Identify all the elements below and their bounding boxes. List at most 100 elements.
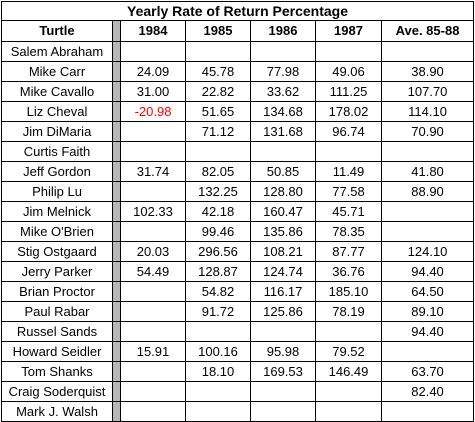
- turtle-name-cell[interactable]: Mike Carr: [1, 61, 113, 82]
- year-1985-cell[interactable]: 71.12: [185, 121, 251, 142]
- year-1985-cell[interactable]: 54.82: [185, 281, 251, 302]
- year-1985-cell[interactable]: [185, 401, 251, 422]
- year-1987-cell[interactable]: 36.76: [315, 261, 382, 282]
- year-1985-cell[interactable]: 296.56: [185, 241, 251, 262]
- year-1985-cell[interactable]: 51.65: [185, 101, 251, 122]
- turtle-name-cell[interactable]: Jim Melnick: [1, 201, 113, 222]
- year-1987-cell[interactable]: 49.06: [315, 61, 382, 82]
- turtle-name-cell[interactable]: Tom Shanks: [1, 361, 113, 382]
- year-1985-cell[interactable]: 45.78: [185, 61, 251, 82]
- year-1985-cell[interactable]: [185, 381, 251, 402]
- year-1987-cell[interactable]: [315, 41, 382, 62]
- year-1984-cell[interactable]: [120, 321, 186, 342]
- year-1987-cell[interactable]: 78.19: [315, 301, 382, 322]
- year-1984-cell[interactable]: [120, 41, 186, 62]
- year-1987-cell[interactable]: 178.02: [315, 101, 382, 122]
- year-1986-cell[interactable]: 124.74: [250, 261, 316, 282]
- year-1987-cell[interactable]: 87.77: [315, 241, 382, 262]
- turtle-name-cell[interactable]: Russel Sands: [1, 321, 113, 342]
- turtle-name-cell[interactable]: Howard Seidler: [1, 341, 113, 362]
- turtle-name-cell[interactable]: Craig Soderquist: [1, 381, 113, 402]
- average-cell[interactable]: [380, 401, 475, 422]
- year-1984-cell[interactable]: 20.03: [120, 241, 186, 262]
- average-cell[interactable]: 70.90: [380, 121, 475, 142]
- year-1987-cell[interactable]: 111.25: [315, 81, 382, 102]
- year-1986-cell[interactable]: [250, 381, 316, 402]
- average-cell[interactable]: 107.70: [380, 81, 475, 102]
- year-1986-cell[interactable]: 134.68: [250, 101, 316, 122]
- year-1987-cell[interactable]: [315, 401, 382, 422]
- year-1987-cell[interactable]: 79.52: [315, 341, 382, 362]
- turtle-name-cell[interactable]: Philip Lu: [1, 181, 113, 202]
- year-1986-cell[interactable]: 33.62: [250, 81, 316, 102]
- average-cell[interactable]: 41.80: [380, 161, 475, 182]
- year-1986-cell[interactable]: [250, 41, 316, 62]
- year-1984-cell[interactable]: 31.74: [120, 161, 186, 182]
- year-1985-cell[interactable]: 99.46: [185, 221, 251, 242]
- year-1987-cell[interactable]: 78.35: [315, 221, 382, 242]
- year-1984-cell[interactable]: [120, 281, 186, 302]
- turtle-name-cell[interactable]: Mike Cavallo: [1, 81, 113, 102]
- year-1984-cell[interactable]: 15.91: [120, 341, 186, 362]
- year-1987-cell[interactable]: 45.71: [315, 201, 382, 222]
- average-cell[interactable]: [380, 221, 475, 242]
- average-cell[interactable]: 63.70: [380, 361, 475, 382]
- average-cell[interactable]: 94.40: [380, 261, 475, 282]
- year-1986-cell[interactable]: 77.98: [250, 61, 316, 82]
- turtle-name-cell[interactable]: Stig Ostgaard: [1, 241, 113, 262]
- turtle-name-cell[interactable]: Salem Abraham: [1, 41, 113, 62]
- year-1984-cell[interactable]: 54.49: [120, 261, 186, 282]
- average-cell[interactable]: 124.10: [380, 241, 475, 262]
- year-1985-cell[interactable]: 91.72: [185, 301, 251, 322]
- year-1986-cell[interactable]: 128.80: [250, 181, 316, 202]
- year-1987-cell[interactable]: 146.49: [315, 361, 382, 382]
- year-1984-cell[interactable]: 102.33: [120, 201, 186, 222]
- year-1986-cell[interactable]: [250, 401, 316, 422]
- year-1984-cell[interactable]: [120, 121, 186, 142]
- year-1984-cell[interactable]: -20.98: [120, 101, 186, 122]
- turtle-name-cell[interactable]: Paul Rabar: [1, 301, 113, 322]
- year-1985-cell[interactable]: [185, 141, 251, 162]
- year-1987-cell[interactable]: 185.10: [315, 281, 382, 302]
- year-1985-cell[interactable]: 18.10: [185, 361, 251, 382]
- turtle-name-cell[interactable]: Jeff Gordon: [1, 161, 113, 182]
- year-1987-cell[interactable]: 96.74: [315, 121, 382, 142]
- turtle-name-cell[interactable]: Brian Proctor: [1, 281, 113, 302]
- turtle-name-cell[interactable]: Mark J. Walsh: [1, 401, 113, 422]
- average-cell[interactable]: [380, 141, 475, 162]
- year-1985-cell[interactable]: [185, 321, 251, 342]
- year-1984-cell[interactable]: 31.00: [120, 81, 186, 102]
- year-1986-cell[interactable]: [250, 141, 316, 162]
- year-1986-cell[interactable]: 169.53: [250, 361, 316, 382]
- year-1985-cell[interactable]: 22.82: [185, 81, 251, 102]
- year-1986-cell[interactable]: 125.86: [250, 301, 316, 322]
- year-1986-cell[interactable]: 116.17: [250, 281, 316, 302]
- year-1985-cell[interactable]: 132.25: [185, 181, 251, 202]
- year-1987-cell[interactable]: [315, 381, 382, 402]
- year-1986-cell[interactable]: 95.98: [250, 341, 316, 362]
- year-1984-cell[interactable]: [120, 401, 186, 422]
- year-1987-cell[interactable]: 77.58: [315, 181, 382, 202]
- year-1984-cell[interactable]: [120, 141, 186, 162]
- average-cell[interactable]: 38.90: [380, 61, 475, 82]
- year-1985-cell[interactable]: 42.18: [185, 201, 251, 222]
- year-1985-cell[interactable]: 128.87: [185, 261, 251, 282]
- average-cell[interactable]: 94.40: [380, 321, 475, 342]
- average-cell[interactable]: 88.90: [380, 181, 475, 202]
- year-1986-cell[interactable]: 131.68: [250, 121, 316, 142]
- average-cell[interactable]: 89.10: [380, 301, 475, 322]
- year-1986-cell[interactable]: 135.86: [250, 221, 316, 242]
- average-cell[interactable]: [380, 341, 475, 362]
- turtle-name-cell[interactable]: Jerry Parker: [1, 261, 113, 282]
- average-cell[interactable]: 64.50: [380, 281, 475, 302]
- year-1986-cell[interactable]: 160.47: [250, 201, 316, 222]
- turtle-name-cell[interactable]: Liz Cheval: [1, 101, 113, 122]
- year-1986-cell[interactable]: 50.85: [250, 161, 316, 182]
- year-1984-cell[interactable]: [120, 221, 186, 242]
- year-1984-cell[interactable]: [120, 301, 186, 322]
- average-cell[interactable]: 82.40: [380, 381, 475, 402]
- year-1986-cell[interactable]: [250, 321, 316, 342]
- average-cell[interactable]: 114.10: [380, 101, 475, 122]
- turtle-name-cell[interactable]: Curtis Faith: [1, 141, 113, 162]
- turtle-name-cell[interactable]: Jim DiMaria: [1, 121, 113, 142]
